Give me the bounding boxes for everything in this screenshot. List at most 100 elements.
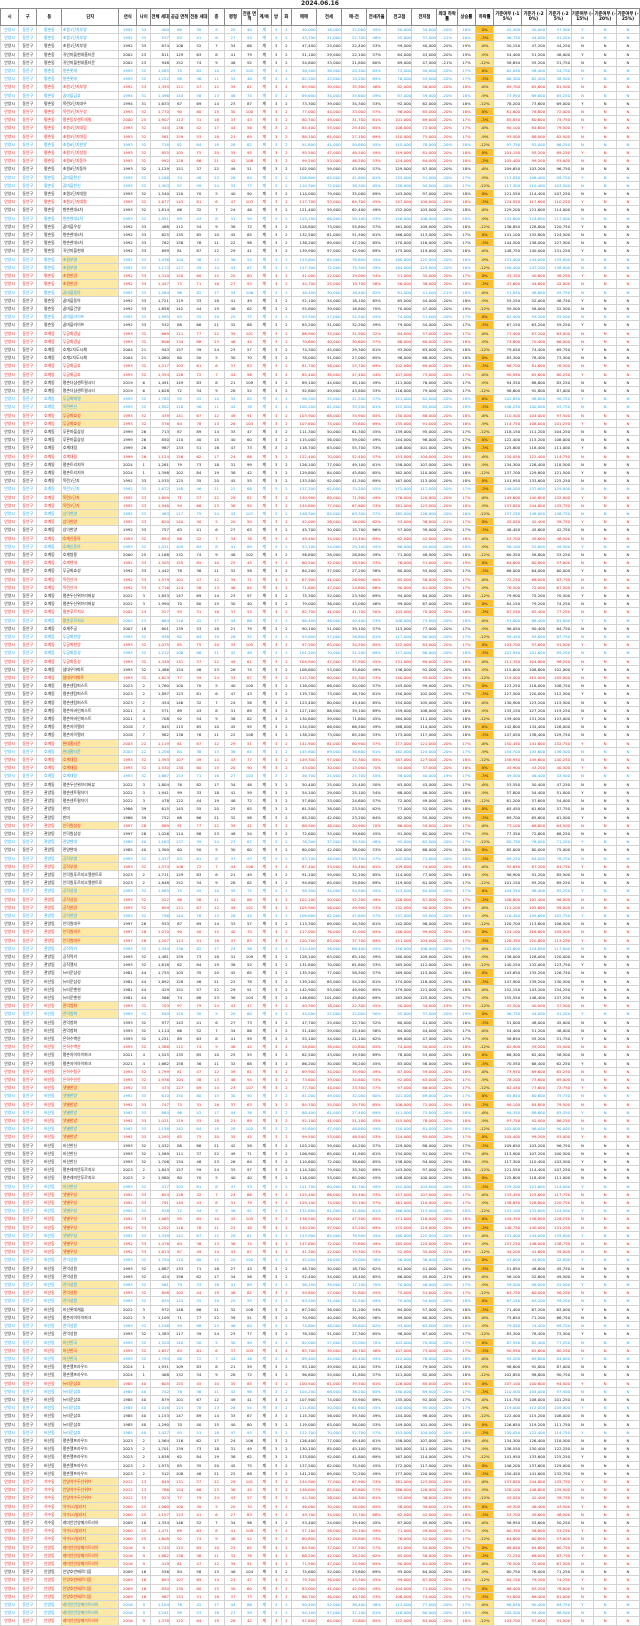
table-cell[interactable]: 2	[280, 804, 292, 814]
table-cell[interactable]: N	[616, 1304, 640, 1314]
complex-name-cell[interactable]: 평촌푸르지오	[61, 607, 120, 617]
table-row[interactable]: 안양시 동안구 호계동 무궁화태영 1993 32 1,765 95 45 10 35 65 계 3 2 96…	[0, 394, 640, 404]
table-cell[interactable]: N	[593, 640, 617, 650]
table-cell[interactable]: 79,000	[290, 599, 317, 609]
table-cell[interactable]: 45,600	[520, 525, 547, 535]
table-cell[interactable]: 55,000	[315, 394, 342, 404]
table-cell[interactable]: 124,100	[493, 927, 522, 937]
table-cell[interactable]: N	[593, 1222, 617, 1232]
table-cell[interactable]: 1,476	[150, 1239, 171, 1249]
table-cell[interactable]: 5	[208, 517, 225, 527]
table-cell[interactable]: 32	[136, 418, 152, 428]
table-cell[interactable]: 89	[188, 426, 210, 437]
table-cell[interactable]: 호계동	[36, 492, 63, 502]
table-cell[interactable]: 57,000	[411, 328, 438, 338]
table-cell[interactable]: 32,100	[340, 869, 367, 880]
table-cell[interactable]: 66	[169, 205, 190, 215]
fall-rate-cell[interactable]: -3%	[475, 279, 495, 289]
table-cell[interactable]: 72,000	[411, 123, 438, 133]
table-cell[interactable]: 718	[150, 139, 171, 150]
table-cell[interactable]: 1993	[118, 886, 138, 896]
table-cell[interactable]: 114	[169, 828, 190, 839]
column-header[interactable]: 전용 면적	[240, 8, 258, 26]
table-cell[interactable]: 2	[280, 927, 292, 937]
table-cell[interactable]: 45%	[365, 541, 388, 552]
table-cell[interactable]: 65%	[365, 1271, 388, 1282]
table-cell[interactable]: 41,000	[315, 607, 342, 617]
table-row[interactable]: 안양시 동안구 비산동 평촌래미안푸르지오 2023 2 1,980 80 70 5 40 40 계 3 2…	[0, 1173, 640, 1183]
table-cell[interactable]: 2	[280, 623, 292, 634]
table-cell[interactable]: 94,800	[290, 878, 317, 888]
table-cell[interactable]: 41	[223, 295, 242, 305]
table-cell[interactable]: 3	[270, 738, 282, 748]
table-cell[interactable]: 182,000	[386, 746, 413, 757]
table-cell[interactable]: 3	[270, 771, 282, 781]
table-cell[interactable]: 140	[169, 517, 190, 527]
table-cell[interactable]: 2021	[118, 705, 138, 716]
table-cell[interactable]: 57	[188, 492, 210, 502]
table-cell[interactable]: 안양시	[0, 1288, 20, 1298]
table-cell[interactable]: 50%	[365, 779, 388, 789]
table-cell[interactable]: 51,000	[315, 1329, 342, 1339]
table-cell[interactable]: 동안구	[18, 1288, 38, 1298]
table-cell[interactable]: 82	[240, 1288, 258, 1298]
table-cell[interactable]: 102,400	[520, 894, 547, 904]
table-cell[interactable]: 147	[169, 591, 190, 601]
table-cell[interactable]: 56,000	[315, 435, 342, 445]
table-cell[interactable]: 713	[150, 426, 171, 437]
table-cell[interactable]: 18%	[456, 1050, 477, 1060]
table-cell[interactable]: 55	[240, 1050, 258, 1060]
table-cell[interactable]: 96,500	[290, 394, 317, 404]
table-cell[interactable]: N	[593, 1148, 617, 1159]
table-cell[interactable]: N	[616, 1157, 640, 1167]
table-cell[interactable]: 41,250	[545, 1009, 572, 1019]
table-cell[interactable]: 44,000	[315, 377, 342, 387]
table-cell[interactable]: 14	[208, 1247, 225, 1257]
table-cell[interactable]: 32	[136, 66, 152, 76]
table-cell[interactable]: 2	[280, 796, 292, 806]
table-cell[interactable]: 계	[256, 312, 272, 322]
table-cell[interactable]: -20%	[436, 960, 458, 970]
table-cell[interactable]: 동안구	[18, 369, 38, 379]
fall-rate-cell[interactable]: -6%	[475, 820, 495, 830]
table-cell[interactable]: 124,500	[545, 230, 572, 240]
table-cell[interactable]: 1993	[118, 205, 138, 215]
table-cell[interactable]: 64,000	[520, 566, 547, 576]
table-cell[interactable]: N	[616, 919, 640, 929]
table-cell[interactable]: 99	[240, 459, 258, 469]
table-cell[interactable]: 49%	[365, 492, 388, 502]
table-cell[interactable]: 44	[188, 303, 210, 314]
table-cell[interactable]: 80,800	[520, 1091, 547, 1101]
complex-name-cell[interactable]: 평촌두산위브리버뷰	[61, 779, 120, 789]
table-cell[interactable]: N	[593, 714, 617, 724]
table-cell[interactable]: 119,000	[493, 673, 522, 683]
table-cell[interactable]: 3	[270, 336, 282, 346]
table-cell[interactable]: 167,000	[386, 476, 413, 486]
table-cell[interactable]: 호계동	[36, 591, 63, 601]
table-cell[interactable]: 1,584	[150, 287, 171, 297]
table-cell[interactable]: 28	[223, 385, 242, 396]
table-cell[interactable]: 39	[223, 1312, 242, 1323]
table-cell[interactable]: 3	[270, 1042, 282, 1052]
table-cell[interactable]: 117,000	[411, 730, 438, 740]
table-cell[interactable]: 계	[256, 467, 272, 478]
table-cell[interactable]: 비산동	[36, 1033, 63, 1044]
table-cell[interactable]: -20%	[436, 648, 458, 658]
table-cell[interactable]: 19%	[456, 812, 477, 822]
table-cell[interactable]: 3	[270, 467, 282, 478]
table-cell[interactable]: 호계동	[36, 336, 63, 346]
table-cell[interactable]: 2	[280, 574, 292, 584]
table-cell[interactable]: N	[593, 738, 617, 748]
table-row[interactable]: 안양시 동안구 관양동 공작부영 1993 32 1,574 106 72 7 44 106 계 3 2 87…	[0, 861, 640, 871]
table-cell[interactable]: 비산동	[36, 1017, 63, 1027]
complex-name-cell[interactable]: 목련신아	[61, 582, 120, 593]
table-cell[interactable]: 37	[223, 853, 242, 863]
table-cell[interactable]: 9	[208, 549, 225, 560]
table-cell[interactable]: 68,000	[493, 566, 522, 576]
table-cell[interactable]: 1,750	[150, 1255, 171, 1265]
table-cell[interactable]: 82,400	[520, 607, 547, 617]
table-cell[interactable]: 3	[270, 1009, 282, 1019]
fall-rate-cell[interactable]: -3%	[475, 1058, 495, 1068]
table-cell[interactable]: 67	[240, 262, 258, 273]
table-cell[interactable]: 99,000	[545, 902, 572, 912]
